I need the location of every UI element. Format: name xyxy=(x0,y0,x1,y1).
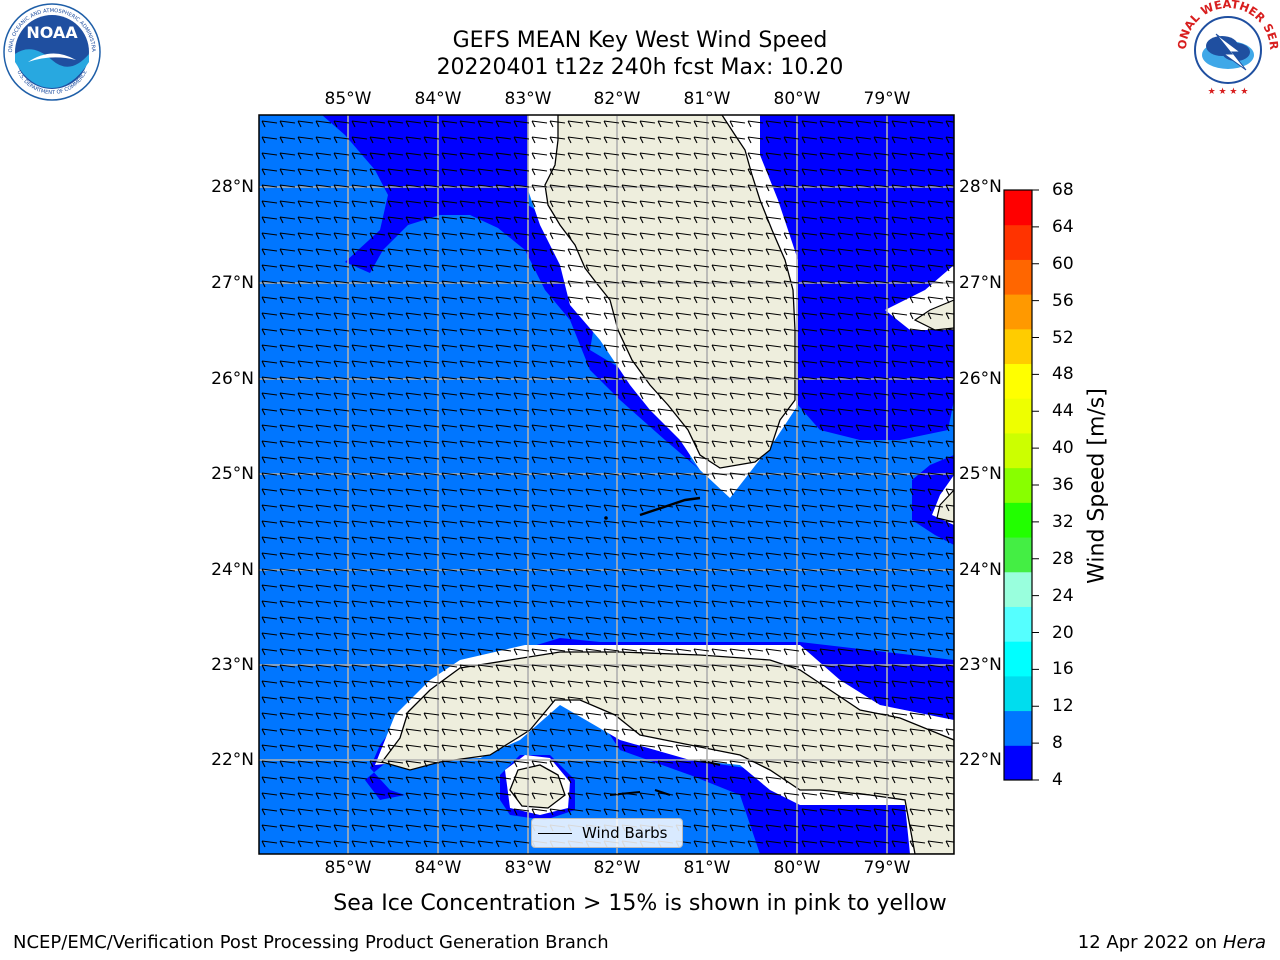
lon-tick-label-bottom: 84°W xyxy=(414,858,462,878)
colorbar-bin xyxy=(1004,675,1032,712)
colorbar-bin xyxy=(1004,710,1032,746)
lon-tick-label-bottom: 82°W xyxy=(593,858,641,878)
lat-tick-label-left: 25°N xyxy=(211,464,254,484)
footer-date: 12 Apr 2022 on Hera xyxy=(1077,932,1266,953)
colorbar-tick-label: 20 xyxy=(1052,622,1074,643)
lat-tick-label-left: 27°N xyxy=(211,273,254,293)
colorbar-tick-label: 28 xyxy=(1052,548,1074,569)
lon-tick-label-bottom: 79°W xyxy=(863,858,911,878)
colorbar-bin xyxy=(1004,537,1032,573)
lon-tick-label-top: 82°W xyxy=(593,89,641,109)
colorbar-bin xyxy=(1004,224,1032,260)
colorbar-tick-label: 24 xyxy=(1052,585,1074,606)
lon-tick-label-top: 83°W xyxy=(504,89,552,109)
lat-tick-label-right: 23°N xyxy=(959,655,1002,675)
colorbar-bin xyxy=(1004,328,1032,365)
colorbar-tick-label: 40 xyxy=(1052,438,1074,459)
nws-logo: NATIONAL WEATHER SERVICE ★ ★ ★ ★ xyxy=(1176,0,1280,97)
colorbar-tick-label: 32 xyxy=(1052,511,1074,532)
colorbar-bin xyxy=(1004,745,1032,781)
colorbar-bin xyxy=(1004,432,1032,469)
lat-tick-label-right: 28°N xyxy=(959,177,1002,197)
colorbar-bin xyxy=(1004,398,1032,434)
footer-branch: NCEP/EMC/Verification Post Processing Pr… xyxy=(13,932,609,953)
lon-tick-label-bottom: 83°W xyxy=(504,858,552,878)
lat-tick-label-right: 27°N xyxy=(959,273,1002,293)
colorbar-bin xyxy=(1004,641,1032,677)
colorbar xyxy=(1003,189,1039,781)
sea-ice-note: Sea Ice Concentration > 15% is shown in … xyxy=(333,891,947,916)
colorbar-bin xyxy=(1004,467,1032,503)
wind-barbs-field xyxy=(261,120,954,848)
colorbar-bin xyxy=(1004,294,1032,330)
ocean-4-8-region-northeast xyxy=(752,115,954,440)
colorbar-bin xyxy=(1004,502,1032,538)
lat-tick-label-right: 24°N xyxy=(959,560,1002,580)
lat-tick-label-left: 26°N xyxy=(211,369,254,389)
map-frame xyxy=(258,114,955,855)
isle-of-youth xyxy=(509,764,566,809)
lon-tick-label-top: 85°W xyxy=(324,89,372,109)
colorbar-tick-label: 12 xyxy=(1052,696,1074,717)
bahamas-island-east xyxy=(936,489,954,523)
lon-tick-label-bottom: 81°W xyxy=(683,858,731,878)
colorbar-tick-label: 16 xyxy=(1052,659,1074,680)
lat-tick-label-left: 23°N xyxy=(211,655,254,675)
ocean-4-8-region-north xyxy=(322,115,728,498)
lat-tick-label-left: 24°N xyxy=(211,560,254,580)
colorbar-bin xyxy=(1004,606,1032,642)
wind-barbs-legend: Wind Barbs xyxy=(531,818,683,848)
svg-text:★ ★ ★ ★: ★ ★ ★ ★ xyxy=(1208,87,1249,97)
lon-tick-label-top: 80°W xyxy=(773,89,821,109)
noaa-logo: NOAA NATIONAL OCEANIC AND ATMOSPHERIC AD… xyxy=(2,2,101,101)
lat-tick-label-right: 26°N xyxy=(959,369,1002,389)
colorbar-tick-label: 36 xyxy=(1052,475,1074,495)
colorbar-tick-label: 48 xyxy=(1052,364,1074,385)
legend-label: Wind Barbs xyxy=(582,824,668,842)
colorbar-tick-label: 4 xyxy=(1052,770,1063,790)
footer-host: Hera xyxy=(1222,932,1266,953)
colorbar-tick-label: 8 xyxy=(1052,733,1063,754)
lon-tick-label-top: 79°W xyxy=(863,89,911,109)
legend-line-icon xyxy=(538,832,572,834)
colorbar-label: Wind Speed [m/s] xyxy=(1084,388,1110,584)
colorbar-tick-label: 44 xyxy=(1052,401,1074,422)
lon-tick-label-bottom: 80°W xyxy=(773,858,821,878)
colorbar-tick-label: 60 xyxy=(1052,253,1074,274)
map-subtitle: 20220401 t12z 240h fcst Max: 10.20 xyxy=(436,55,844,80)
lat-tick-label-right: 22°N xyxy=(959,750,1002,770)
colorbar-bin xyxy=(1004,571,1032,607)
colorbar-tick-label: 56 xyxy=(1052,290,1074,311)
colorbar-bin xyxy=(1004,363,1032,399)
bahamas-island-north xyxy=(913,299,954,331)
lat-tick-label-left: 28°N xyxy=(211,177,254,197)
lon-tick-label-top: 81°W xyxy=(683,89,731,109)
map-title: GEFS MEAN Key West Wind Speed xyxy=(452,28,828,53)
lat-tick-label-right: 25°N xyxy=(959,464,1002,484)
colorbar-bin xyxy=(1004,190,1032,226)
colorbar-tick-label: 68 xyxy=(1052,180,1074,200)
colorbar-tick-label: 64 xyxy=(1052,216,1074,237)
noaa-logo-text: NOAA xyxy=(26,23,78,42)
ocean-4-8-region-south xyxy=(600,720,910,854)
lat-tick-label-left: 22°N xyxy=(211,750,254,770)
cuba-island xyxy=(380,651,954,854)
lon-tick-label-bottom: 85°W xyxy=(324,858,372,878)
colorbar-tick-label: 52 xyxy=(1052,327,1074,348)
lon-tick-label-top: 84°W xyxy=(414,89,462,109)
colorbar-bin xyxy=(1004,259,1032,295)
